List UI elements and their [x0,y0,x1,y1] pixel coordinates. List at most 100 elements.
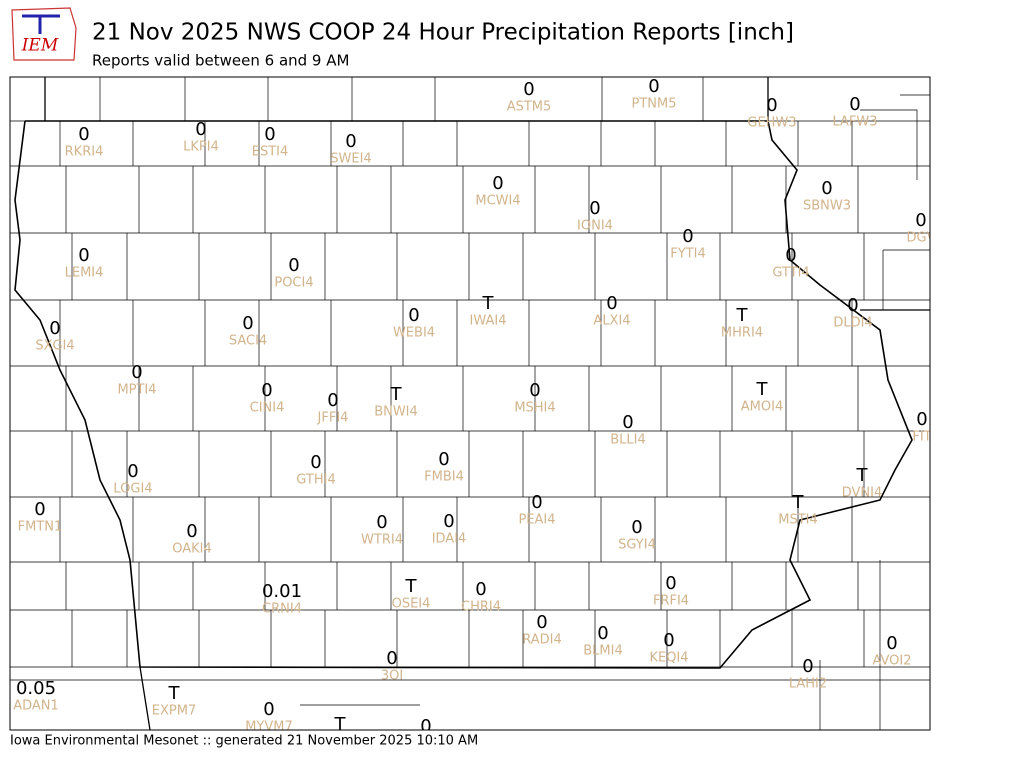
station-id: KEQI4 [649,651,688,666]
station-value: 0 [386,648,397,669]
station-id: BNWI4 [374,405,418,420]
station-value: 0 [886,633,897,654]
station-id: LOGI4 [113,482,152,497]
station-value: 0 [376,512,387,533]
station-value: 0 [408,305,419,326]
station-value: 0 [242,313,253,334]
station-id: SXGI4 [35,339,74,354]
station-id: FYTI4 [670,247,705,262]
station-value: 0 [622,412,633,433]
station-id: JFFI4 [317,411,349,426]
station-value: 0.05 [16,678,56,699]
station-id: DVNI4 [842,486,883,501]
station-value: 0 [531,492,542,513]
station-value: T [756,379,769,400]
station-value: 0 [631,517,642,538]
station-value: 0.01 [262,581,302,602]
station-id: 3OI [381,669,403,684]
station-id: DGV [907,231,936,246]
footer: Iowa Environmental Mesonet :: generated … [10,734,478,749]
station-id: AMOI4 [741,400,783,415]
station-value: 0 [648,76,659,97]
station-value: 0 [682,226,693,247]
station-value: 0 [443,511,454,532]
station-value: 0 [131,362,142,383]
station-id: RKRI4 [65,145,104,160]
station-value: 0 [263,699,274,720]
station-id: MHRI4 [721,326,763,341]
station-id: ASTM5 [507,100,552,115]
station-id: LAFW3 [832,115,877,130]
station-id: AVOI2 [872,654,911,669]
station-value: 0 [523,79,534,100]
station-id: FMBI4 [424,470,464,485]
station-id: BLLI4 [610,433,646,448]
station-id: PTNM5 [632,97,677,112]
station-value: T [736,305,749,326]
station-value: 0 [663,630,674,651]
station-value: 0 [49,318,60,339]
station-id: GTHI4 [296,473,335,488]
station-id: WEBI4 [393,326,435,341]
station-value: 0 [261,380,272,401]
station-value: 0 [536,612,547,633]
station-id: LEMI4 [65,266,104,281]
station-value: 0 [310,452,321,473]
station-value: T [334,714,347,735]
station-value: 0 [597,623,608,644]
station-value: T [390,384,403,405]
state-border [14,120,913,669]
station-value: 0 [345,131,356,152]
station-value: 0 [665,573,676,594]
title: 21 Nov 2025 NWS COOP 24 Hour Precipitati… [92,20,794,46]
station-value: 0 [606,293,617,314]
station-value: 0 [264,124,275,145]
map-frame [9,76,931,731]
station-id: PEAI4 [518,513,555,528]
subtitle: Reports valid between 6 and 9 AM [92,52,349,70]
station-id: EXPM7 [152,704,196,719]
station-value: 0 [327,390,338,411]
station-id: IONI4 [577,219,613,234]
station-value: 0 [78,124,89,145]
station-id: MSHI4 [514,401,555,416]
station-value: 0 [492,173,503,194]
station-value: 0 [420,716,431,737]
station-value: 0 [766,95,777,116]
station-id: SGYI4 [618,538,656,553]
station-value: 0 [847,295,858,316]
station-id: CINI4 [250,401,285,416]
station-value: 0 [802,656,813,677]
station-value: T [856,465,869,486]
station-id: IWAI4 [470,314,507,329]
station-id: SWEI4 [330,152,371,167]
station-value: T [405,576,418,597]
station-id: CRNI4 [262,602,302,617]
logo: IEM [11,7,77,61]
station-id: BLMI4 [583,644,622,659]
station-value: 0 [288,255,299,276]
station-id: MCWI4 [475,194,520,209]
station-id: ESTI4 [252,145,289,160]
station-value: 0 [849,94,860,115]
station-value: 0 [186,521,197,542]
station-value: 0 [34,499,45,520]
station-id: ADAN1 [13,699,59,714]
station-value: 0 [529,380,540,401]
station-id: FRFI4 [653,594,689,609]
station-value: 0 [127,461,138,482]
station-value: 0 [195,119,206,140]
station-id: MPTI4 [117,383,156,398]
station-id: FIT [912,430,931,445]
station-id: CHRI4 [461,600,501,615]
station-id: RADI4 [522,633,562,648]
station-value: T [792,492,805,513]
station-value: 0 [78,245,89,266]
station-id: ALXI4 [593,314,630,329]
station-value: 0 [475,579,486,600]
station-value: T [482,293,495,314]
station-id: SACI4 [229,334,267,349]
state-border [44,77,930,730]
station-id: LKPI4 [183,140,219,155]
station-id: WTRI4 [361,533,403,548]
